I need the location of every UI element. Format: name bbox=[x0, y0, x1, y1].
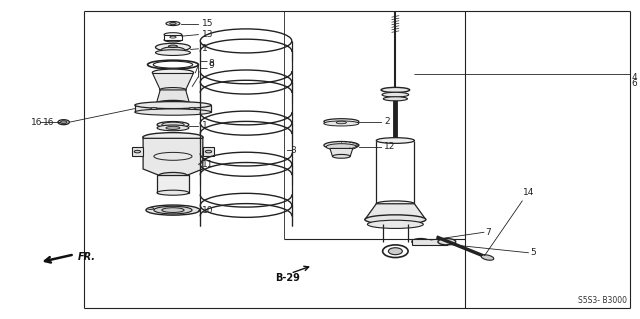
Text: 3: 3 bbox=[291, 145, 296, 154]
Ellipse shape bbox=[156, 43, 191, 51]
Ellipse shape bbox=[143, 133, 203, 142]
Text: 1: 1 bbox=[202, 121, 207, 130]
Ellipse shape bbox=[148, 208, 154, 210]
Polygon shape bbox=[132, 147, 143, 156]
Polygon shape bbox=[203, 147, 214, 156]
Text: 4: 4 bbox=[632, 73, 637, 82]
Ellipse shape bbox=[58, 120, 69, 125]
Polygon shape bbox=[135, 105, 211, 112]
Ellipse shape bbox=[162, 208, 184, 212]
Text: 16: 16 bbox=[31, 118, 43, 127]
Ellipse shape bbox=[205, 150, 212, 153]
Ellipse shape bbox=[157, 125, 189, 131]
Text: 8: 8 bbox=[208, 59, 214, 68]
Ellipse shape bbox=[164, 33, 182, 36]
Text: 14: 14 bbox=[523, 189, 534, 197]
Ellipse shape bbox=[166, 126, 180, 130]
Text: 15: 15 bbox=[202, 19, 213, 28]
Ellipse shape bbox=[324, 121, 359, 126]
Ellipse shape bbox=[157, 122, 189, 128]
Ellipse shape bbox=[156, 100, 189, 106]
Ellipse shape bbox=[381, 87, 410, 93]
Text: 9: 9 bbox=[208, 62, 214, 70]
Ellipse shape bbox=[152, 69, 194, 76]
Polygon shape bbox=[156, 90, 189, 103]
Text: 16: 16 bbox=[43, 118, 54, 127]
Ellipse shape bbox=[383, 245, 408, 257]
Ellipse shape bbox=[412, 239, 429, 245]
Ellipse shape bbox=[388, 248, 403, 255]
Ellipse shape bbox=[324, 119, 359, 124]
Bar bbox=[157, 175, 189, 193]
Ellipse shape bbox=[383, 97, 408, 101]
Text: 10: 10 bbox=[202, 206, 213, 215]
Ellipse shape bbox=[164, 38, 182, 42]
Text: 1: 1 bbox=[202, 44, 207, 53]
Ellipse shape bbox=[168, 45, 177, 48]
Ellipse shape bbox=[166, 21, 180, 26]
Text: 6: 6 bbox=[632, 79, 637, 88]
Text: 13: 13 bbox=[202, 30, 213, 39]
Ellipse shape bbox=[61, 121, 67, 123]
Ellipse shape bbox=[150, 108, 157, 109]
Ellipse shape bbox=[159, 173, 187, 178]
Text: S5S3- B3000: S5S3- B3000 bbox=[579, 296, 627, 305]
Bar bbox=[412, 239, 447, 245]
Polygon shape bbox=[152, 73, 193, 90]
Ellipse shape bbox=[481, 255, 494, 260]
Polygon shape bbox=[143, 138, 203, 175]
Ellipse shape bbox=[134, 150, 141, 153]
Polygon shape bbox=[365, 204, 426, 219]
Ellipse shape bbox=[332, 154, 350, 158]
Ellipse shape bbox=[376, 138, 415, 143]
Ellipse shape bbox=[135, 102, 211, 108]
Ellipse shape bbox=[148, 60, 198, 69]
Text: B-29: B-29 bbox=[275, 273, 300, 283]
Polygon shape bbox=[330, 148, 353, 156]
Text: FR.: FR. bbox=[77, 252, 95, 262]
Bar bbox=[164, 34, 182, 40]
Ellipse shape bbox=[161, 47, 185, 54]
Ellipse shape bbox=[157, 190, 189, 195]
Ellipse shape bbox=[146, 205, 200, 215]
Ellipse shape bbox=[189, 108, 195, 109]
Text: 2: 2 bbox=[384, 117, 390, 126]
Ellipse shape bbox=[135, 109, 211, 115]
Ellipse shape bbox=[153, 61, 193, 68]
Ellipse shape bbox=[154, 206, 192, 214]
Ellipse shape bbox=[159, 87, 186, 92]
Ellipse shape bbox=[367, 220, 423, 228]
Ellipse shape bbox=[170, 22, 176, 25]
Ellipse shape bbox=[365, 215, 426, 224]
Text: 11: 11 bbox=[202, 160, 213, 169]
Ellipse shape bbox=[336, 121, 346, 124]
Ellipse shape bbox=[324, 141, 359, 149]
Text: 12: 12 bbox=[384, 142, 396, 151]
Ellipse shape bbox=[156, 50, 191, 56]
Ellipse shape bbox=[326, 144, 356, 150]
Ellipse shape bbox=[382, 92, 409, 97]
Text: 5: 5 bbox=[530, 248, 536, 257]
Ellipse shape bbox=[376, 201, 415, 207]
Ellipse shape bbox=[438, 239, 456, 245]
Ellipse shape bbox=[162, 122, 184, 127]
Text: 7: 7 bbox=[486, 228, 492, 237]
Ellipse shape bbox=[417, 240, 425, 244]
